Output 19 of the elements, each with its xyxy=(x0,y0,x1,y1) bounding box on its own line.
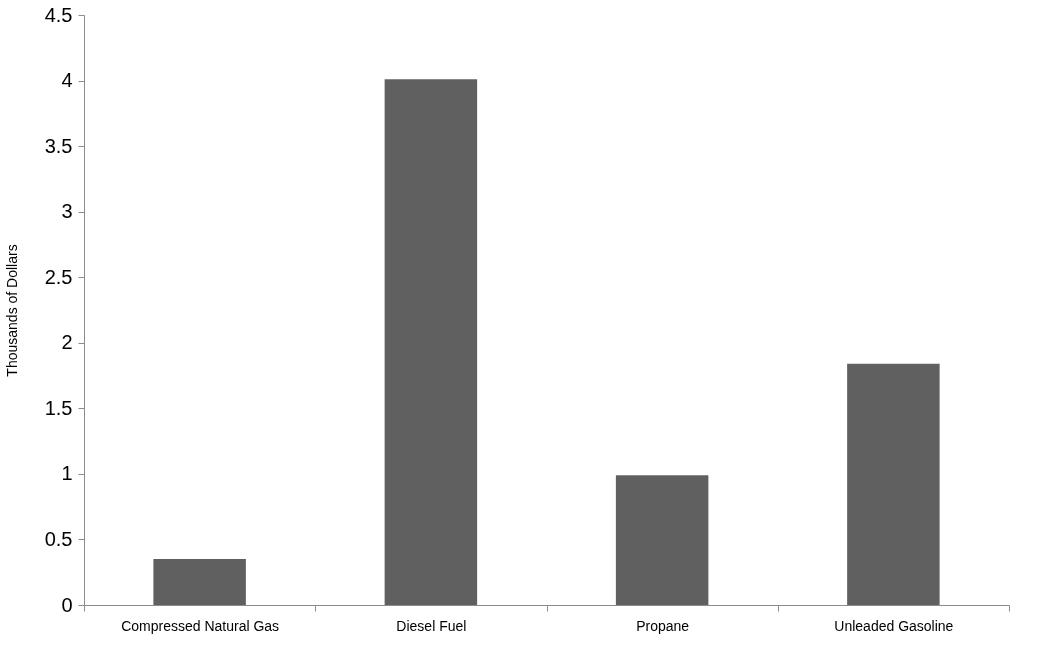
x-tick-label: Diesel Fuel xyxy=(396,617,467,634)
x-tick-label: Unleaded Gasoline xyxy=(834,617,954,634)
y-tick-label: 2 xyxy=(61,331,73,354)
x-tick-label: Propane xyxy=(636,617,690,634)
y-tick-label: 0 xyxy=(61,593,73,616)
y-tick-label: 1 xyxy=(61,462,73,485)
y-tick-label: 3 xyxy=(61,200,73,223)
y-axis-title: Thousands of Dollars xyxy=(3,244,20,377)
y-tick-label: 4.5 xyxy=(44,3,73,26)
bar xyxy=(153,559,246,605)
y-tick-label: 4 xyxy=(61,69,73,92)
y-tick-label: 0.5 xyxy=(44,527,73,550)
x-tick-label: Compressed Natural Gas xyxy=(121,617,280,634)
bar xyxy=(615,475,709,605)
bar xyxy=(847,363,940,605)
y-tick-label: 2.5 xyxy=(44,265,73,288)
y-tick-label: 3.5 xyxy=(44,134,73,157)
y-tick-label: 1.5 xyxy=(44,396,73,419)
bar xyxy=(384,79,478,605)
